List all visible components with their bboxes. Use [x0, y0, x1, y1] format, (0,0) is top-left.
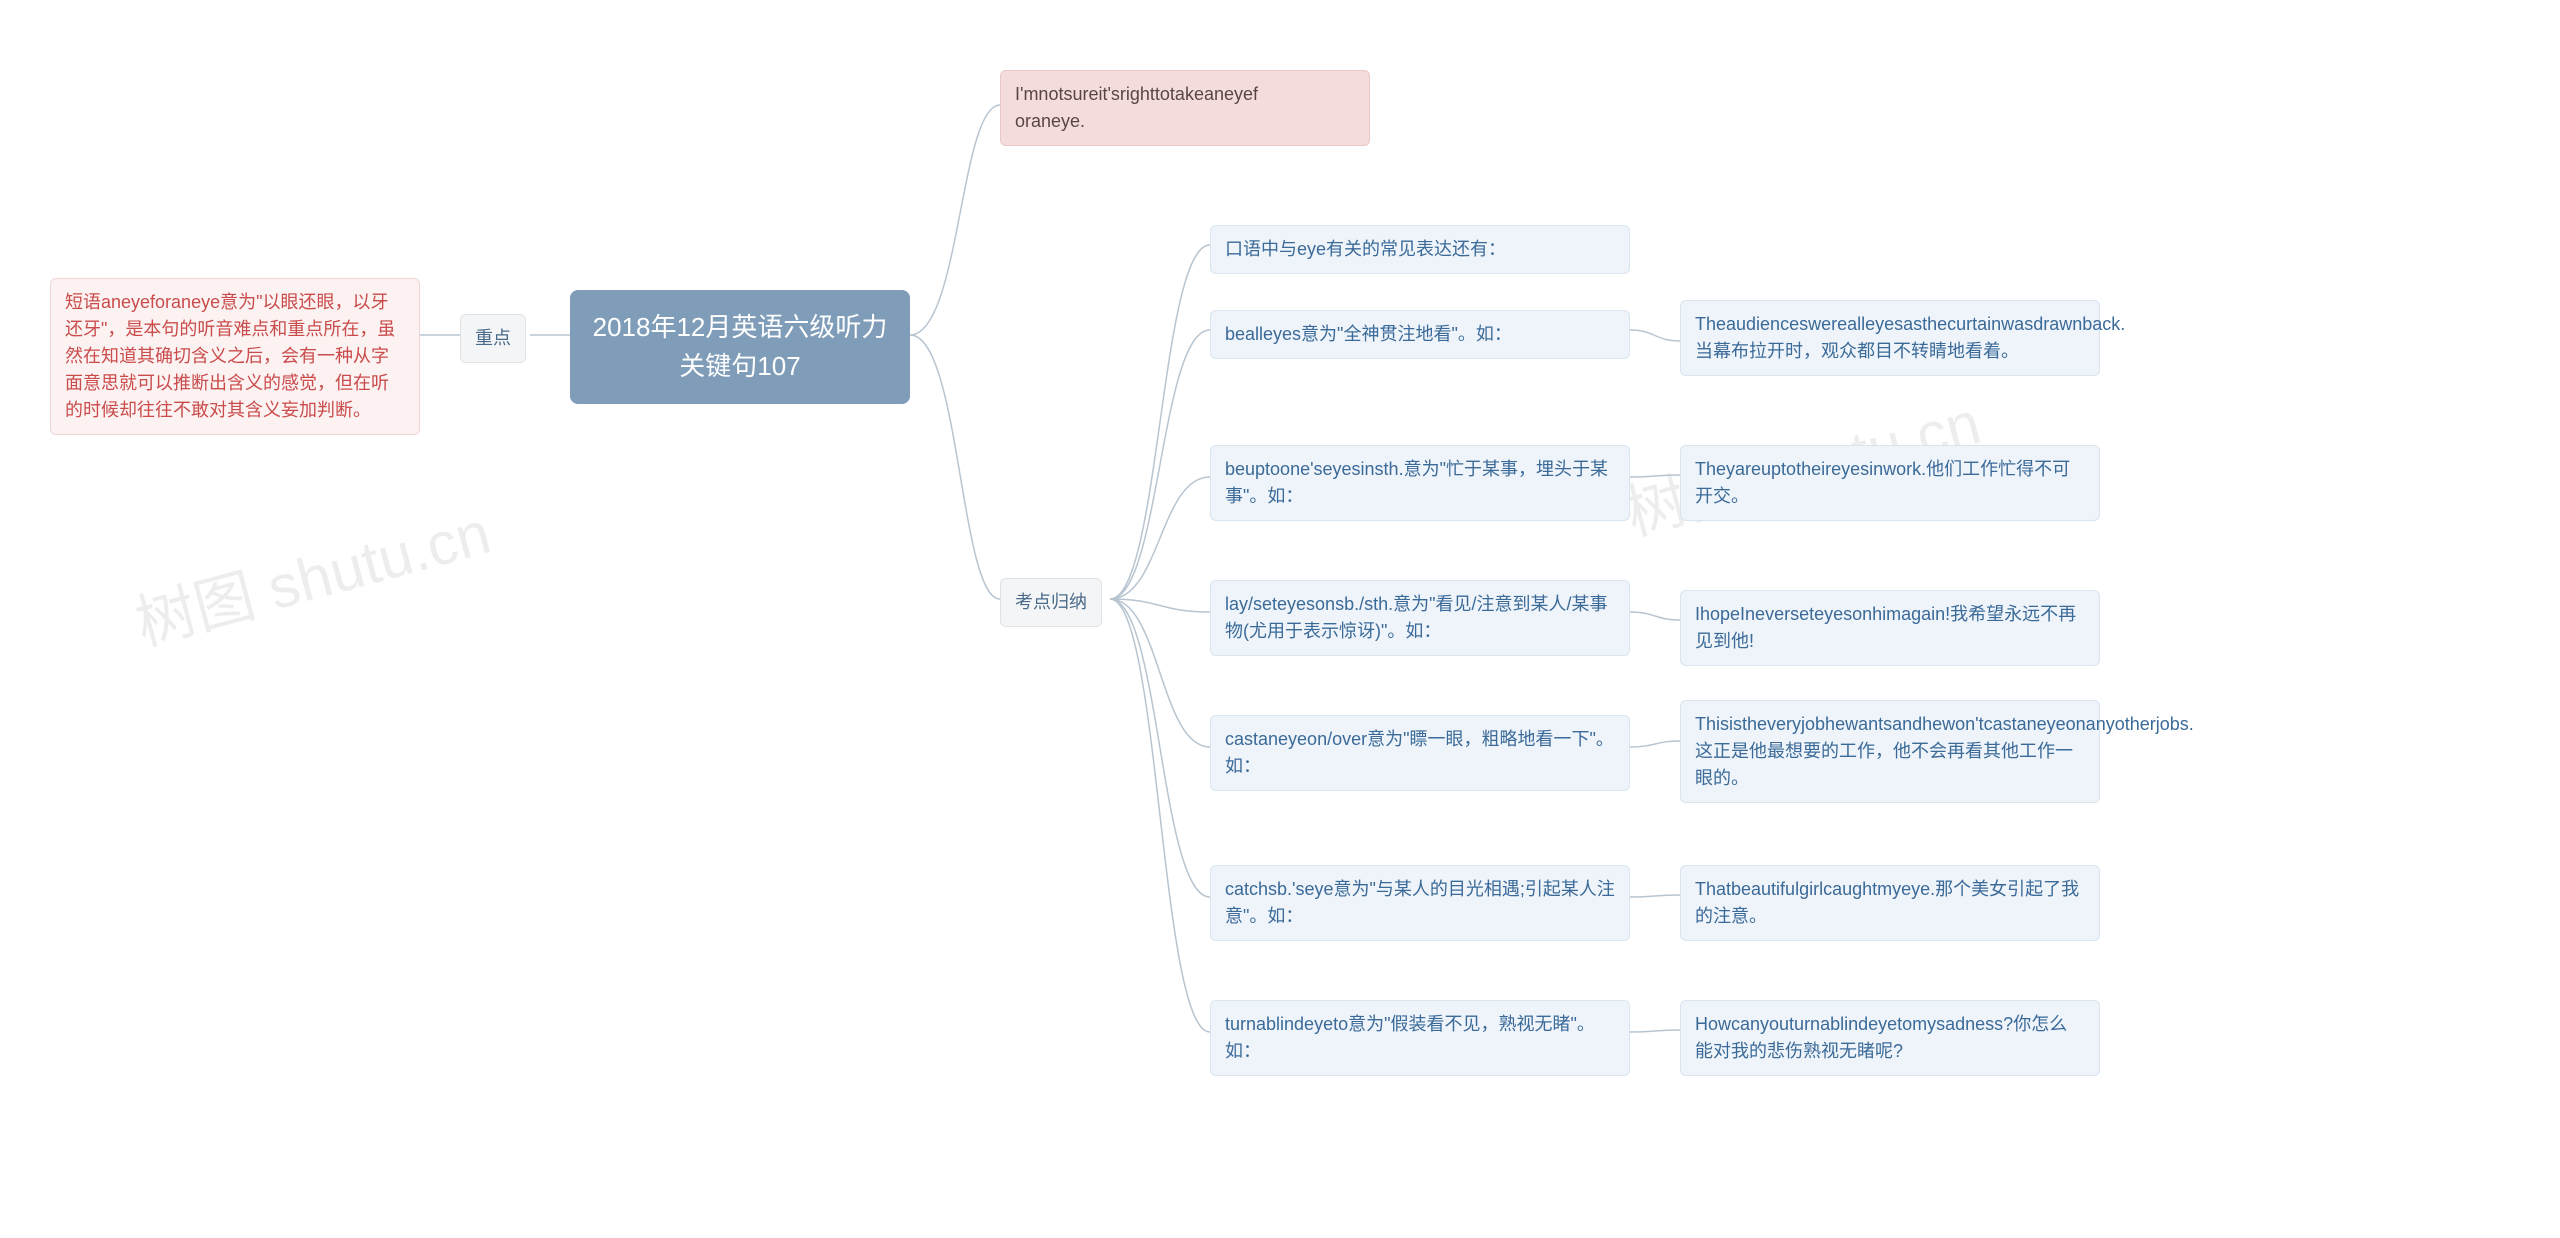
right-branch: 考点归纳: [1000, 578, 1102, 627]
right-top-line2: oraneye.: [1015, 108, 1355, 135]
right-top-line1: I'mnotsureit'srighttotakeaneyef: [1015, 81, 1355, 108]
left-leaf: 短语aneyeforaneye意为"以眼还眼，以牙还牙"，是本句的听音难点和重点…: [50, 278, 420, 435]
root-line2: 关键句107: [592, 347, 888, 386]
watermark-1: 树图 shutu.cn: [125, 484, 499, 662]
right-example-3: IhopeIneverseteyesonhimagain!我希望永远不再见到他!: [1680, 590, 2100, 666]
left-branch: 重点: [460, 314, 526, 363]
right-item-0: 口语中与eye有关的常见表达还有：: [1210, 225, 1630, 274]
right-item-4: castaneyeon/over意为"瞟一眼，粗略地看一下"。如：: [1210, 715, 1630, 791]
right-example-1: Theaudienceswerealleyesasthecurtainwasdr…: [1680, 300, 2100, 376]
right-example-4: Thisistheveryjobhewantsandhewon'tcastane…: [1680, 700, 2100, 803]
right-item-2: beuptoone'seyesinsth.意为"忙于某事，埋头于某事"。如：: [1210, 445, 1630, 521]
right-example-5: Thatbeautifulgirlcaughtmyeye.那个美女引起了我的注意…: [1680, 865, 2100, 941]
root-line1: 2018年12月英语六级听力: [592, 308, 888, 347]
right-item-6: turnablindeyeto意为"假装看不见，熟视无睹"。如：: [1210, 1000, 1630, 1076]
right-top-node: I'mnotsureit'srighttotakeaneyef oraneye.: [1000, 70, 1370, 146]
right-item-5: catchsb.'seye意为"与某人的目光相遇;引起某人注意"。如：: [1210, 865, 1630, 941]
right-item-1: bealleyes意为"全神贯注地看"。如：: [1210, 310, 1630, 359]
right-example-2: Theyareuptotheireyesinwork.他们工作忙得不可开交。: [1680, 445, 2100, 521]
right-example-6: Howcanyouturnablindeyetomysadness?你怎么能对我…: [1680, 1000, 2100, 1076]
root-node: 2018年12月英语六级听力 关键句107: [570, 290, 910, 404]
right-item-3: lay/seteyesonsb./sth.意为"看见/注意到某人/某事物(尤用于…: [1210, 580, 1630, 656]
